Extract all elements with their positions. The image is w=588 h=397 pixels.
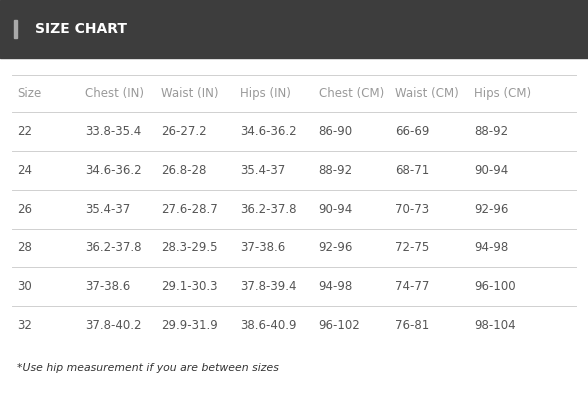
Text: 29.1-30.3: 29.1-30.3 bbox=[161, 280, 218, 293]
Text: 33.8-35.4: 33.8-35.4 bbox=[85, 125, 141, 138]
Text: 88-92: 88-92 bbox=[474, 125, 508, 138]
Text: Hips (IN): Hips (IN) bbox=[240, 87, 290, 100]
Text: Hips (CM): Hips (CM) bbox=[474, 87, 531, 100]
Text: 90-94: 90-94 bbox=[319, 202, 353, 216]
Text: 68-71: 68-71 bbox=[395, 164, 429, 177]
Text: 36.2-37.8: 36.2-37.8 bbox=[240, 202, 296, 216]
Text: 37.8-40.2: 37.8-40.2 bbox=[85, 319, 141, 332]
Text: 38.6-40.9: 38.6-40.9 bbox=[240, 319, 296, 332]
Text: 32: 32 bbox=[17, 319, 32, 332]
Text: 26.8-28: 26.8-28 bbox=[161, 164, 206, 177]
Text: 74-77: 74-77 bbox=[395, 280, 429, 293]
Text: Chest (CM): Chest (CM) bbox=[319, 87, 384, 100]
Text: 72-75: 72-75 bbox=[395, 241, 429, 254]
Text: 30: 30 bbox=[17, 280, 32, 293]
Text: 24: 24 bbox=[17, 164, 32, 177]
Text: 96-100: 96-100 bbox=[474, 280, 516, 293]
Text: 34.6-36.2: 34.6-36.2 bbox=[240, 125, 296, 138]
Text: 37.8-39.4: 37.8-39.4 bbox=[240, 280, 296, 293]
Text: 94-98: 94-98 bbox=[319, 280, 353, 293]
Text: 76-81: 76-81 bbox=[395, 319, 429, 332]
Text: 28: 28 bbox=[17, 241, 32, 254]
Text: 35.4-37: 35.4-37 bbox=[240, 164, 285, 177]
Text: *Use hip measurement if you are between sizes: *Use hip measurement if you are between … bbox=[17, 363, 279, 373]
Text: 28.3-29.5: 28.3-29.5 bbox=[161, 241, 218, 254]
Text: 86-90: 86-90 bbox=[319, 125, 353, 138]
Text: Waist (CM): Waist (CM) bbox=[395, 87, 459, 100]
Text: 66-69: 66-69 bbox=[395, 125, 429, 138]
Text: 37-38.6: 37-38.6 bbox=[85, 280, 130, 293]
Text: 92-96: 92-96 bbox=[319, 241, 353, 254]
Text: 35.4-37: 35.4-37 bbox=[85, 202, 130, 216]
Text: Size: Size bbox=[17, 87, 41, 100]
Text: 22: 22 bbox=[17, 125, 32, 138]
Text: 29.9-31.9: 29.9-31.9 bbox=[161, 319, 218, 332]
Text: 37-38.6: 37-38.6 bbox=[240, 241, 285, 254]
Text: 36.2-37.8: 36.2-37.8 bbox=[85, 241, 141, 254]
Text: 92-96: 92-96 bbox=[474, 202, 508, 216]
Text: Waist (IN): Waist (IN) bbox=[161, 87, 218, 100]
Text: 94-98: 94-98 bbox=[474, 241, 508, 254]
Text: 26: 26 bbox=[17, 202, 32, 216]
Text: 88-92: 88-92 bbox=[319, 164, 353, 177]
Text: 70-73: 70-73 bbox=[395, 202, 429, 216]
Text: 34.6-36.2: 34.6-36.2 bbox=[85, 164, 141, 177]
Text: 90-94: 90-94 bbox=[474, 164, 508, 177]
Text: Chest (IN): Chest (IN) bbox=[85, 87, 143, 100]
Text: SIZE CHART: SIZE CHART bbox=[35, 22, 127, 36]
Text: 98-104: 98-104 bbox=[474, 319, 516, 332]
Text: 26-27.2: 26-27.2 bbox=[161, 125, 206, 138]
Text: 27.6-28.7: 27.6-28.7 bbox=[161, 202, 218, 216]
Text: 96-102: 96-102 bbox=[319, 319, 360, 332]
